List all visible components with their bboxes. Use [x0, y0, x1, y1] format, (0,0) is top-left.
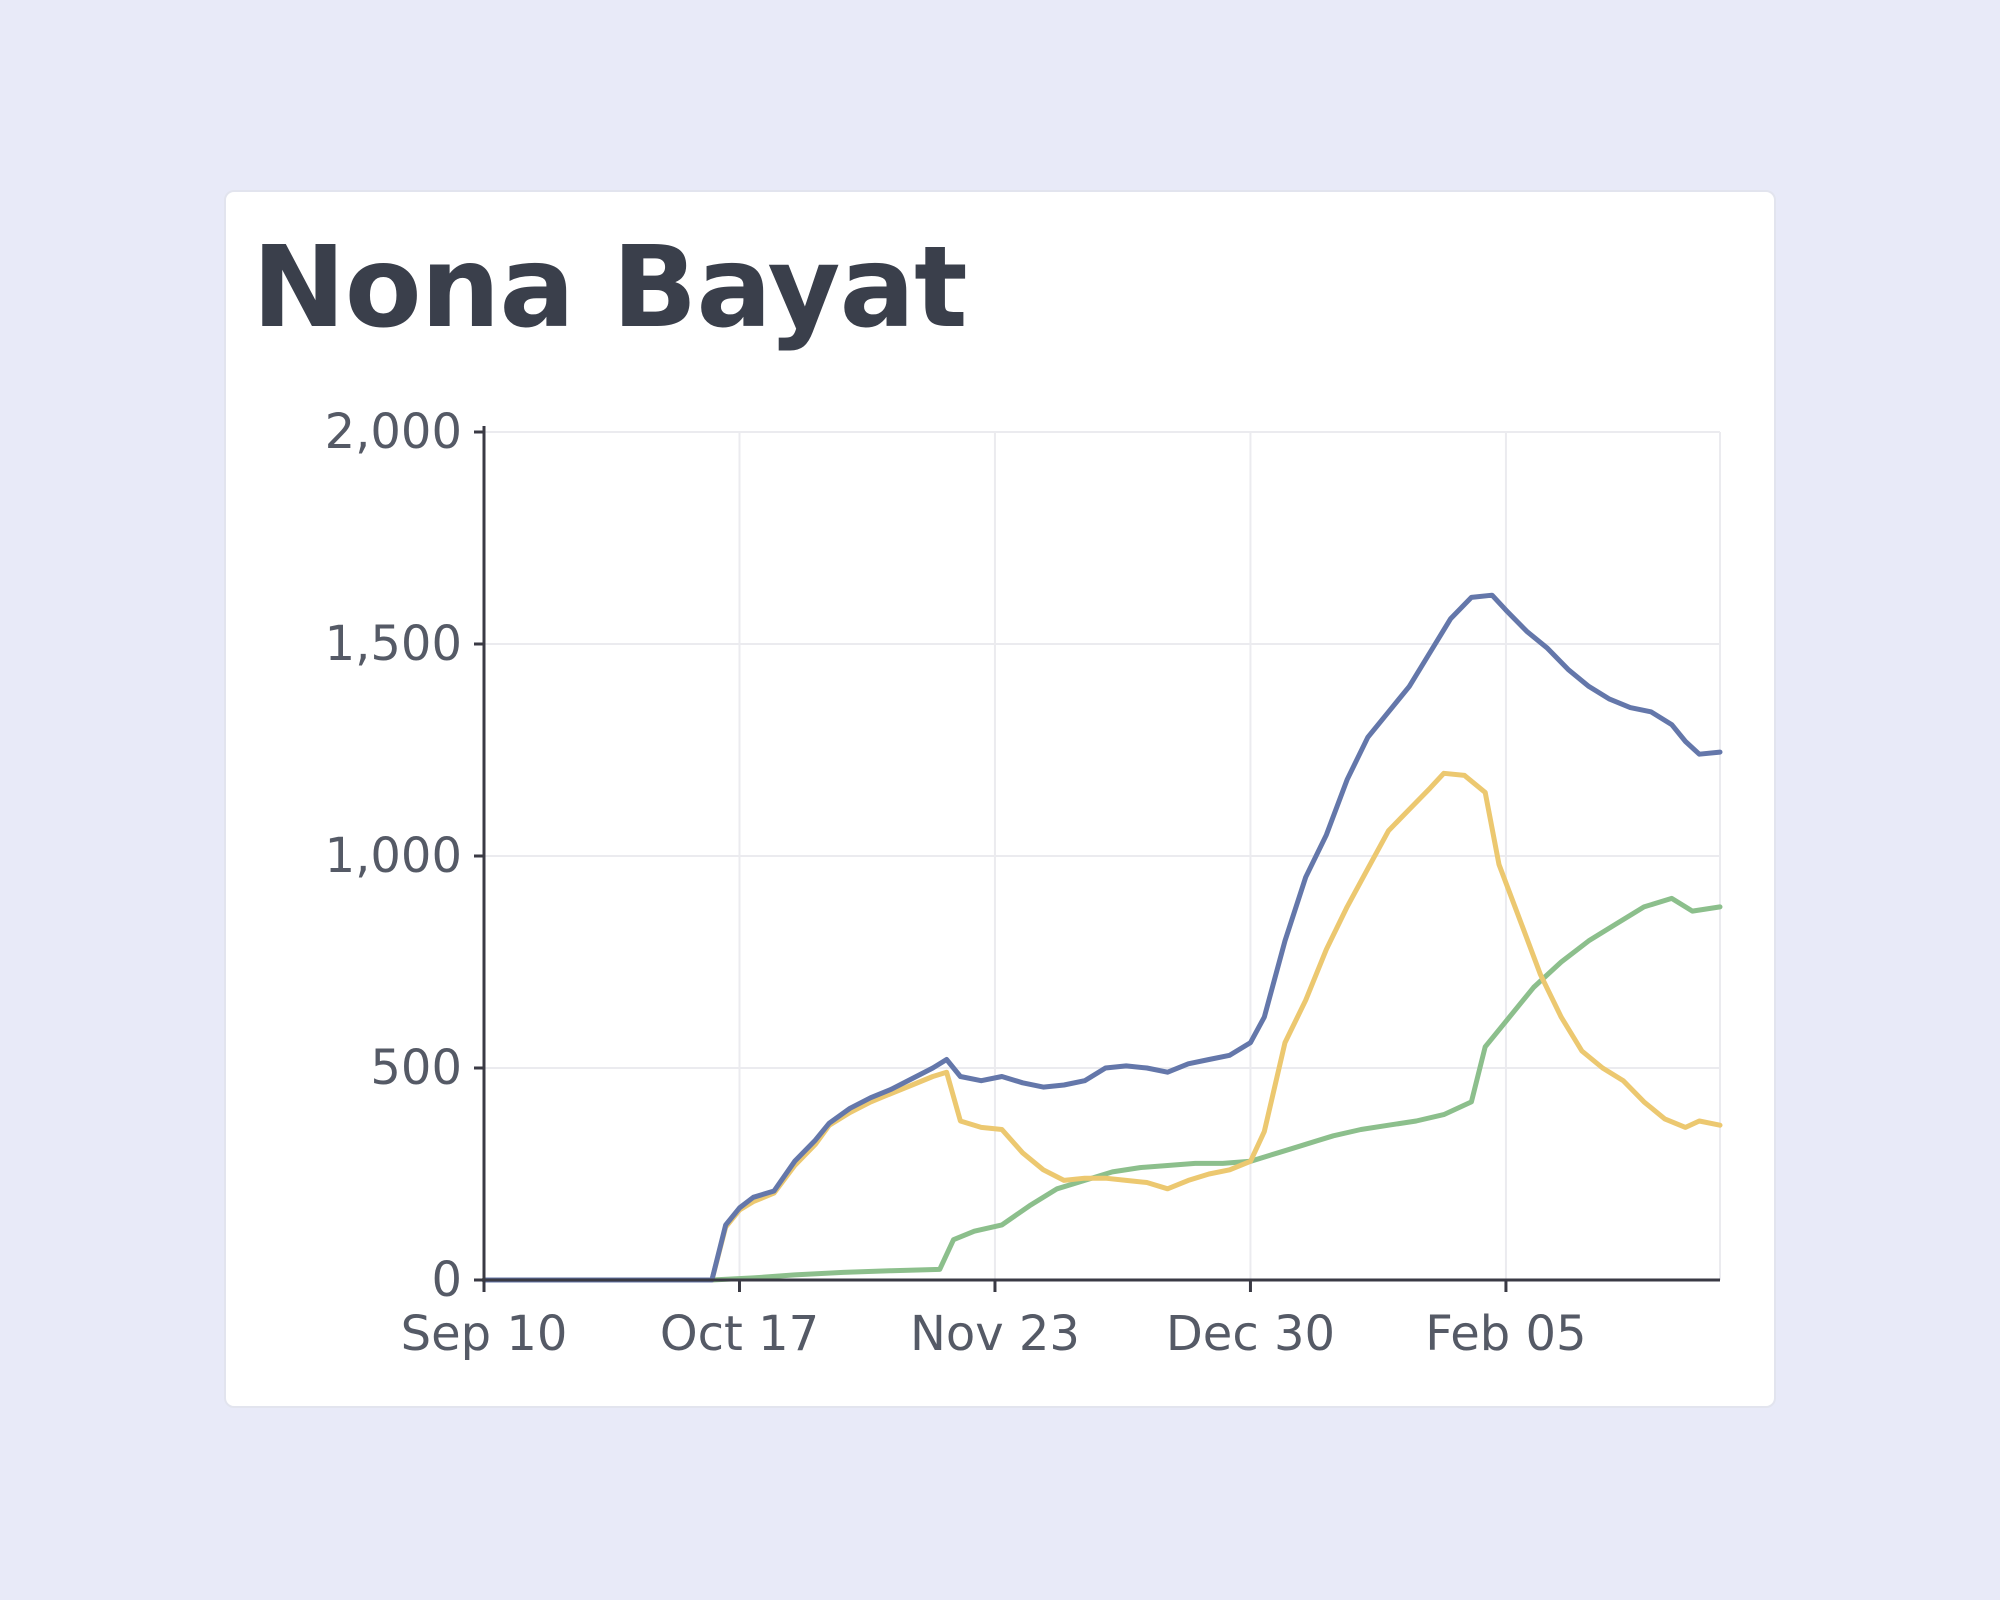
- series-line-1: [481, 770, 1723, 1283]
- x-tick-label: Oct 17: [660, 1306, 819, 1362]
- x-tick-label: Sep 10: [401, 1306, 568, 1362]
- x-tick-label: Feb 05: [1425, 1306, 1586, 1362]
- y-tick-label: 500: [370, 1040, 462, 1096]
- y-tick-label: 2,000: [325, 404, 462, 460]
- axes: [474, 426, 1720, 1292]
- series-lines: [481, 592, 1723, 1283]
- chart-card: Nona Bayat 0 500 1,000 1,500 2,000 Sep 10 Oct …: [224, 190, 1776, 1408]
- x-tick-label: Nov 23: [910, 1306, 1080, 1362]
- y-tick-label: 1,000: [325, 828, 462, 884]
- line-chart: 0 500 1,000 1,500 2,000 Sep 10 Oct 17 Nov 23 Dec…: [325, 404, 1723, 1362]
- y-tick-label: 1,500: [325, 616, 462, 672]
- grid: [484, 431, 1721, 1280]
- series-line-0: [481, 592, 1723, 1283]
- x-tick-label: Dec 30: [1166, 1306, 1335, 1362]
- tick-labels: 0 500 1,000 1,500 2,000 Sep 10 Oct 17 Nov 23 Dec…: [325, 404, 1587, 1362]
- chart-title: Nona Bayat: [252, 223, 968, 353]
- y-tick-label: 0: [431, 1252, 462, 1308]
